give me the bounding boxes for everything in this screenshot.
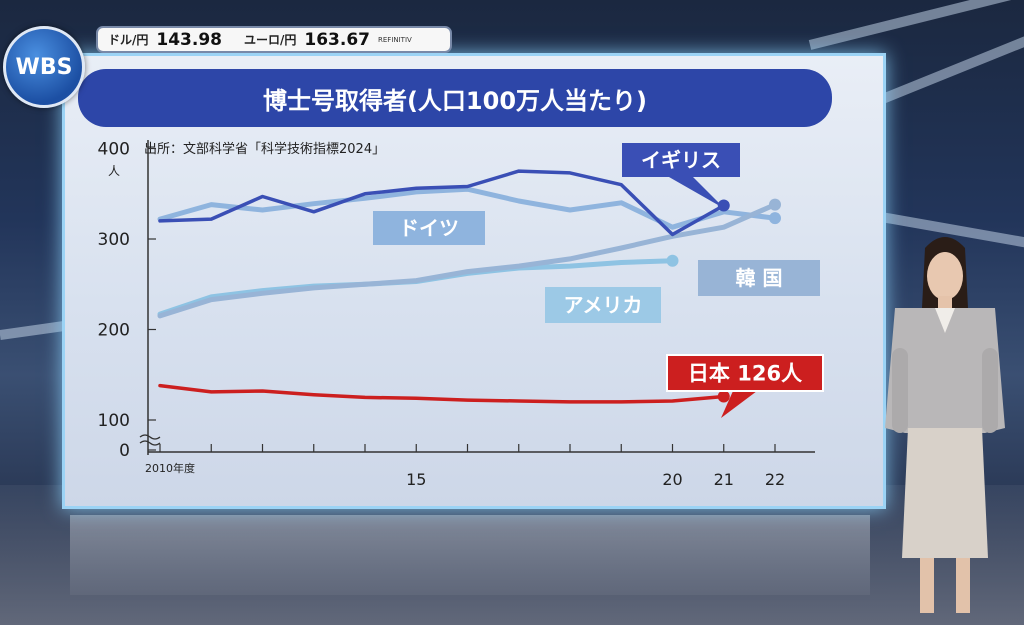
logo-text: WBS bbox=[15, 54, 73, 80]
x-tick-label: 21 bbox=[714, 470, 734, 489]
series-line bbox=[157, 202, 778, 319]
callout-box bbox=[545, 287, 661, 323]
series-end-point bbox=[769, 212, 781, 225]
eur-jpy-value: 163.67 bbox=[304, 29, 370, 50]
wbs-logo: WBS bbox=[3, 26, 85, 108]
callout-box bbox=[622, 143, 740, 177]
x-tick-label: 20 bbox=[662, 470, 682, 489]
x-tick-label: 22 bbox=[765, 470, 785, 489]
callout-box bbox=[373, 211, 485, 245]
series-line bbox=[157, 186, 778, 230]
callout-label: 韓 国 bbox=[736, 266, 783, 290]
floor-reflection bbox=[70, 515, 870, 595]
y-tick-label: 400 bbox=[98, 140, 130, 160]
currency-ticker: ドル/円 143.98 ユーロ/円 163.67 REFINITIV bbox=[96, 26, 452, 53]
y-tick-label: 0 bbox=[119, 441, 130, 461]
axis-break-mark bbox=[139, 434, 161, 446]
series-end-point bbox=[717, 390, 730, 403]
series-line bbox=[158, 383, 726, 404]
callout-label: ドイツ bbox=[399, 216, 459, 240]
ticker-source: REFINITIV bbox=[378, 35, 412, 44]
presenter bbox=[885, 237, 1005, 613]
usd-jpy-label: ドル/円 bbox=[108, 33, 149, 47]
series-end-point bbox=[666, 254, 679, 267]
y-tick-label: 200 bbox=[98, 321, 130, 341]
y-tick-label: 300 bbox=[98, 230, 130, 250]
callout-pointer bbox=[721, 391, 757, 418]
series-end-point bbox=[769, 198, 781, 211]
series-end-point bbox=[717, 199, 730, 212]
callout-box bbox=[698, 260, 820, 296]
series-line bbox=[158, 169, 726, 237]
callout-label: アメリカ bbox=[564, 293, 643, 317]
y-tick-label: 100 bbox=[98, 411, 130, 431]
x-tick-label: 15 bbox=[406, 470, 426, 489]
callout-box bbox=[666, 354, 824, 392]
x-tick-label: 2010年度 bbox=[145, 461, 195, 475]
usd-jpy-value: 143.98 bbox=[156, 29, 222, 50]
callout-pointer bbox=[669, 177, 725, 209]
chart-source: 出所：文部科学省「科学技術指標2024」 bbox=[144, 142, 386, 157]
y-unit-label: 人 bbox=[108, 164, 120, 178]
chart-title: 博士号取得者(人口100万人当たり) bbox=[78, 69, 832, 127]
callout-label: イギリス bbox=[641, 148, 721, 172]
eur-jpy-label: ユーロ/円 bbox=[244, 33, 297, 47]
callout-label: 日本 126人 bbox=[688, 362, 802, 386]
